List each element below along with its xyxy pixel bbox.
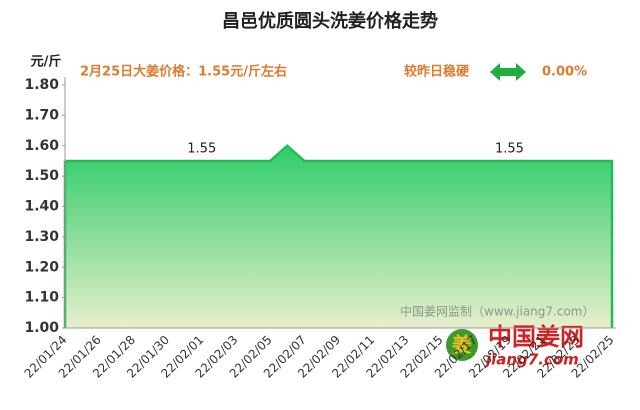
y-axis-label: 元/斤 bbox=[31, 54, 62, 70]
y-tick-label: 1.10 bbox=[24, 290, 59, 306]
y-tick-label: 1.50 bbox=[24, 168, 59, 184]
data-label: 1.55 bbox=[187, 141, 216, 156]
logo-icon bbox=[446, 329, 478, 361]
change-value: 0.00% bbox=[542, 65, 587, 80]
y-tick-label: 1.00 bbox=[24, 320, 59, 336]
annotation: 2月25日大姜价格：1.55元/斤左右 bbox=[80, 64, 287, 80]
logo-url: jiang7.com bbox=[484, 351, 579, 369]
y-tick-label: 1.80 bbox=[24, 77, 59, 93]
area bbox=[65, 145, 612, 328]
data-label: 1.55 bbox=[495, 141, 524, 156]
chart-title: 昌邑优质圆头洗姜价格走势 bbox=[222, 10, 438, 32]
y-tick-label: 1.20 bbox=[24, 259, 59, 275]
logo-glyph: 姜 bbox=[452, 333, 472, 357]
y-tick-label: 1.30 bbox=[24, 229, 59, 245]
y-tick-label: 1.60 bbox=[24, 138, 59, 154]
watermark: 中国姜网监制（www.jiang7.com） bbox=[400, 304, 594, 319]
y-tick-label: 1.70 bbox=[24, 107, 59, 123]
change-icon bbox=[490, 63, 526, 81]
y-tick-label: 1.40 bbox=[24, 199, 59, 215]
change-label: 较昨日稳硬 bbox=[404, 64, 470, 80]
